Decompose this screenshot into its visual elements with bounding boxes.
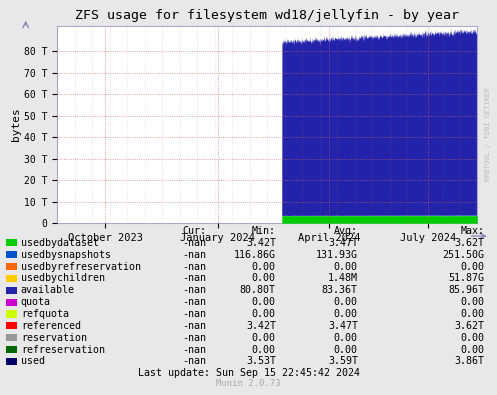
Text: 0.00: 0.00 — [461, 261, 485, 272]
Text: -nan: -nan — [182, 344, 206, 355]
Text: -nan: -nan — [182, 297, 206, 307]
Text: Cur:: Cur: — [182, 226, 206, 236]
Text: 0.00: 0.00 — [252, 273, 276, 284]
Text: Munin 2.0.73: Munin 2.0.73 — [216, 379, 281, 388]
Text: 0.00: 0.00 — [334, 309, 358, 319]
Text: 116.86G: 116.86G — [234, 250, 276, 260]
Text: -nan: -nan — [182, 333, 206, 343]
Text: 0.00: 0.00 — [461, 297, 485, 307]
Text: -nan: -nan — [182, 309, 206, 319]
Text: refreservation: refreservation — [21, 344, 105, 355]
Text: 251.50G: 251.50G — [442, 250, 485, 260]
Text: 0.00: 0.00 — [334, 261, 358, 272]
Text: usedbyrefreservation: usedbyrefreservation — [21, 261, 141, 272]
Text: Min:: Min: — [252, 226, 276, 236]
Text: RRDTOOL / TOBI OETIKER: RRDTOOL / TOBI OETIKER — [485, 88, 491, 181]
Text: 3.62T: 3.62T — [455, 238, 485, 248]
Text: 0.00: 0.00 — [461, 344, 485, 355]
Text: -nan: -nan — [182, 238, 206, 248]
Text: 3.59T: 3.59T — [328, 356, 358, 367]
Text: 80.80T: 80.80T — [240, 285, 276, 295]
Text: quota: quota — [21, 297, 51, 307]
Text: Max:: Max: — [461, 226, 485, 236]
Text: 0.00: 0.00 — [252, 333, 276, 343]
Text: referenced: referenced — [21, 321, 81, 331]
Text: 3.42T: 3.42T — [246, 238, 276, 248]
Text: 85.96T: 85.96T — [449, 285, 485, 295]
Text: 3.42T: 3.42T — [246, 321, 276, 331]
Text: -nan: -nan — [182, 285, 206, 295]
Text: 0.00: 0.00 — [334, 297, 358, 307]
Text: 3.47T: 3.47T — [328, 238, 358, 248]
Text: -nan: -nan — [182, 273, 206, 284]
Text: available: available — [21, 285, 75, 295]
Text: 0.00: 0.00 — [334, 333, 358, 343]
Text: 83.36T: 83.36T — [322, 285, 358, 295]
Text: 0.00: 0.00 — [252, 309, 276, 319]
Text: 51.87G: 51.87G — [449, 273, 485, 284]
Title: ZFS usage for filesystem wd18/jellyfin - by year: ZFS usage for filesystem wd18/jellyfin -… — [75, 9, 459, 22]
Text: 0.00: 0.00 — [252, 297, 276, 307]
Text: -nan: -nan — [182, 356, 206, 367]
Text: reservation: reservation — [21, 333, 87, 343]
Text: 0.00: 0.00 — [252, 261, 276, 272]
Text: 0.00: 0.00 — [334, 344, 358, 355]
Text: 3.86T: 3.86T — [455, 356, 485, 367]
Text: 3.62T: 3.62T — [455, 321, 485, 331]
Text: 0.00: 0.00 — [461, 309, 485, 319]
Text: 3.47T: 3.47T — [328, 321, 358, 331]
Text: Avg:: Avg: — [334, 226, 358, 236]
Text: 3.53T: 3.53T — [246, 356, 276, 367]
Text: usedbychildren: usedbychildren — [21, 273, 105, 284]
Text: Last update: Sun Sep 15 22:45:42 2024: Last update: Sun Sep 15 22:45:42 2024 — [138, 368, 359, 378]
Text: refquota: refquota — [21, 309, 69, 319]
Text: 1.48M: 1.48M — [328, 273, 358, 284]
Text: 0.00: 0.00 — [252, 344, 276, 355]
Text: -nan: -nan — [182, 250, 206, 260]
Text: 131.93G: 131.93G — [316, 250, 358, 260]
Text: used: used — [21, 356, 45, 367]
Text: usedbysnapshots: usedbysnapshots — [21, 250, 111, 260]
Text: -nan: -nan — [182, 321, 206, 331]
Text: usedbydataset: usedbydataset — [21, 238, 99, 248]
Text: 0.00: 0.00 — [461, 333, 485, 343]
Y-axis label: bytes: bytes — [11, 107, 21, 141]
Text: -nan: -nan — [182, 261, 206, 272]
